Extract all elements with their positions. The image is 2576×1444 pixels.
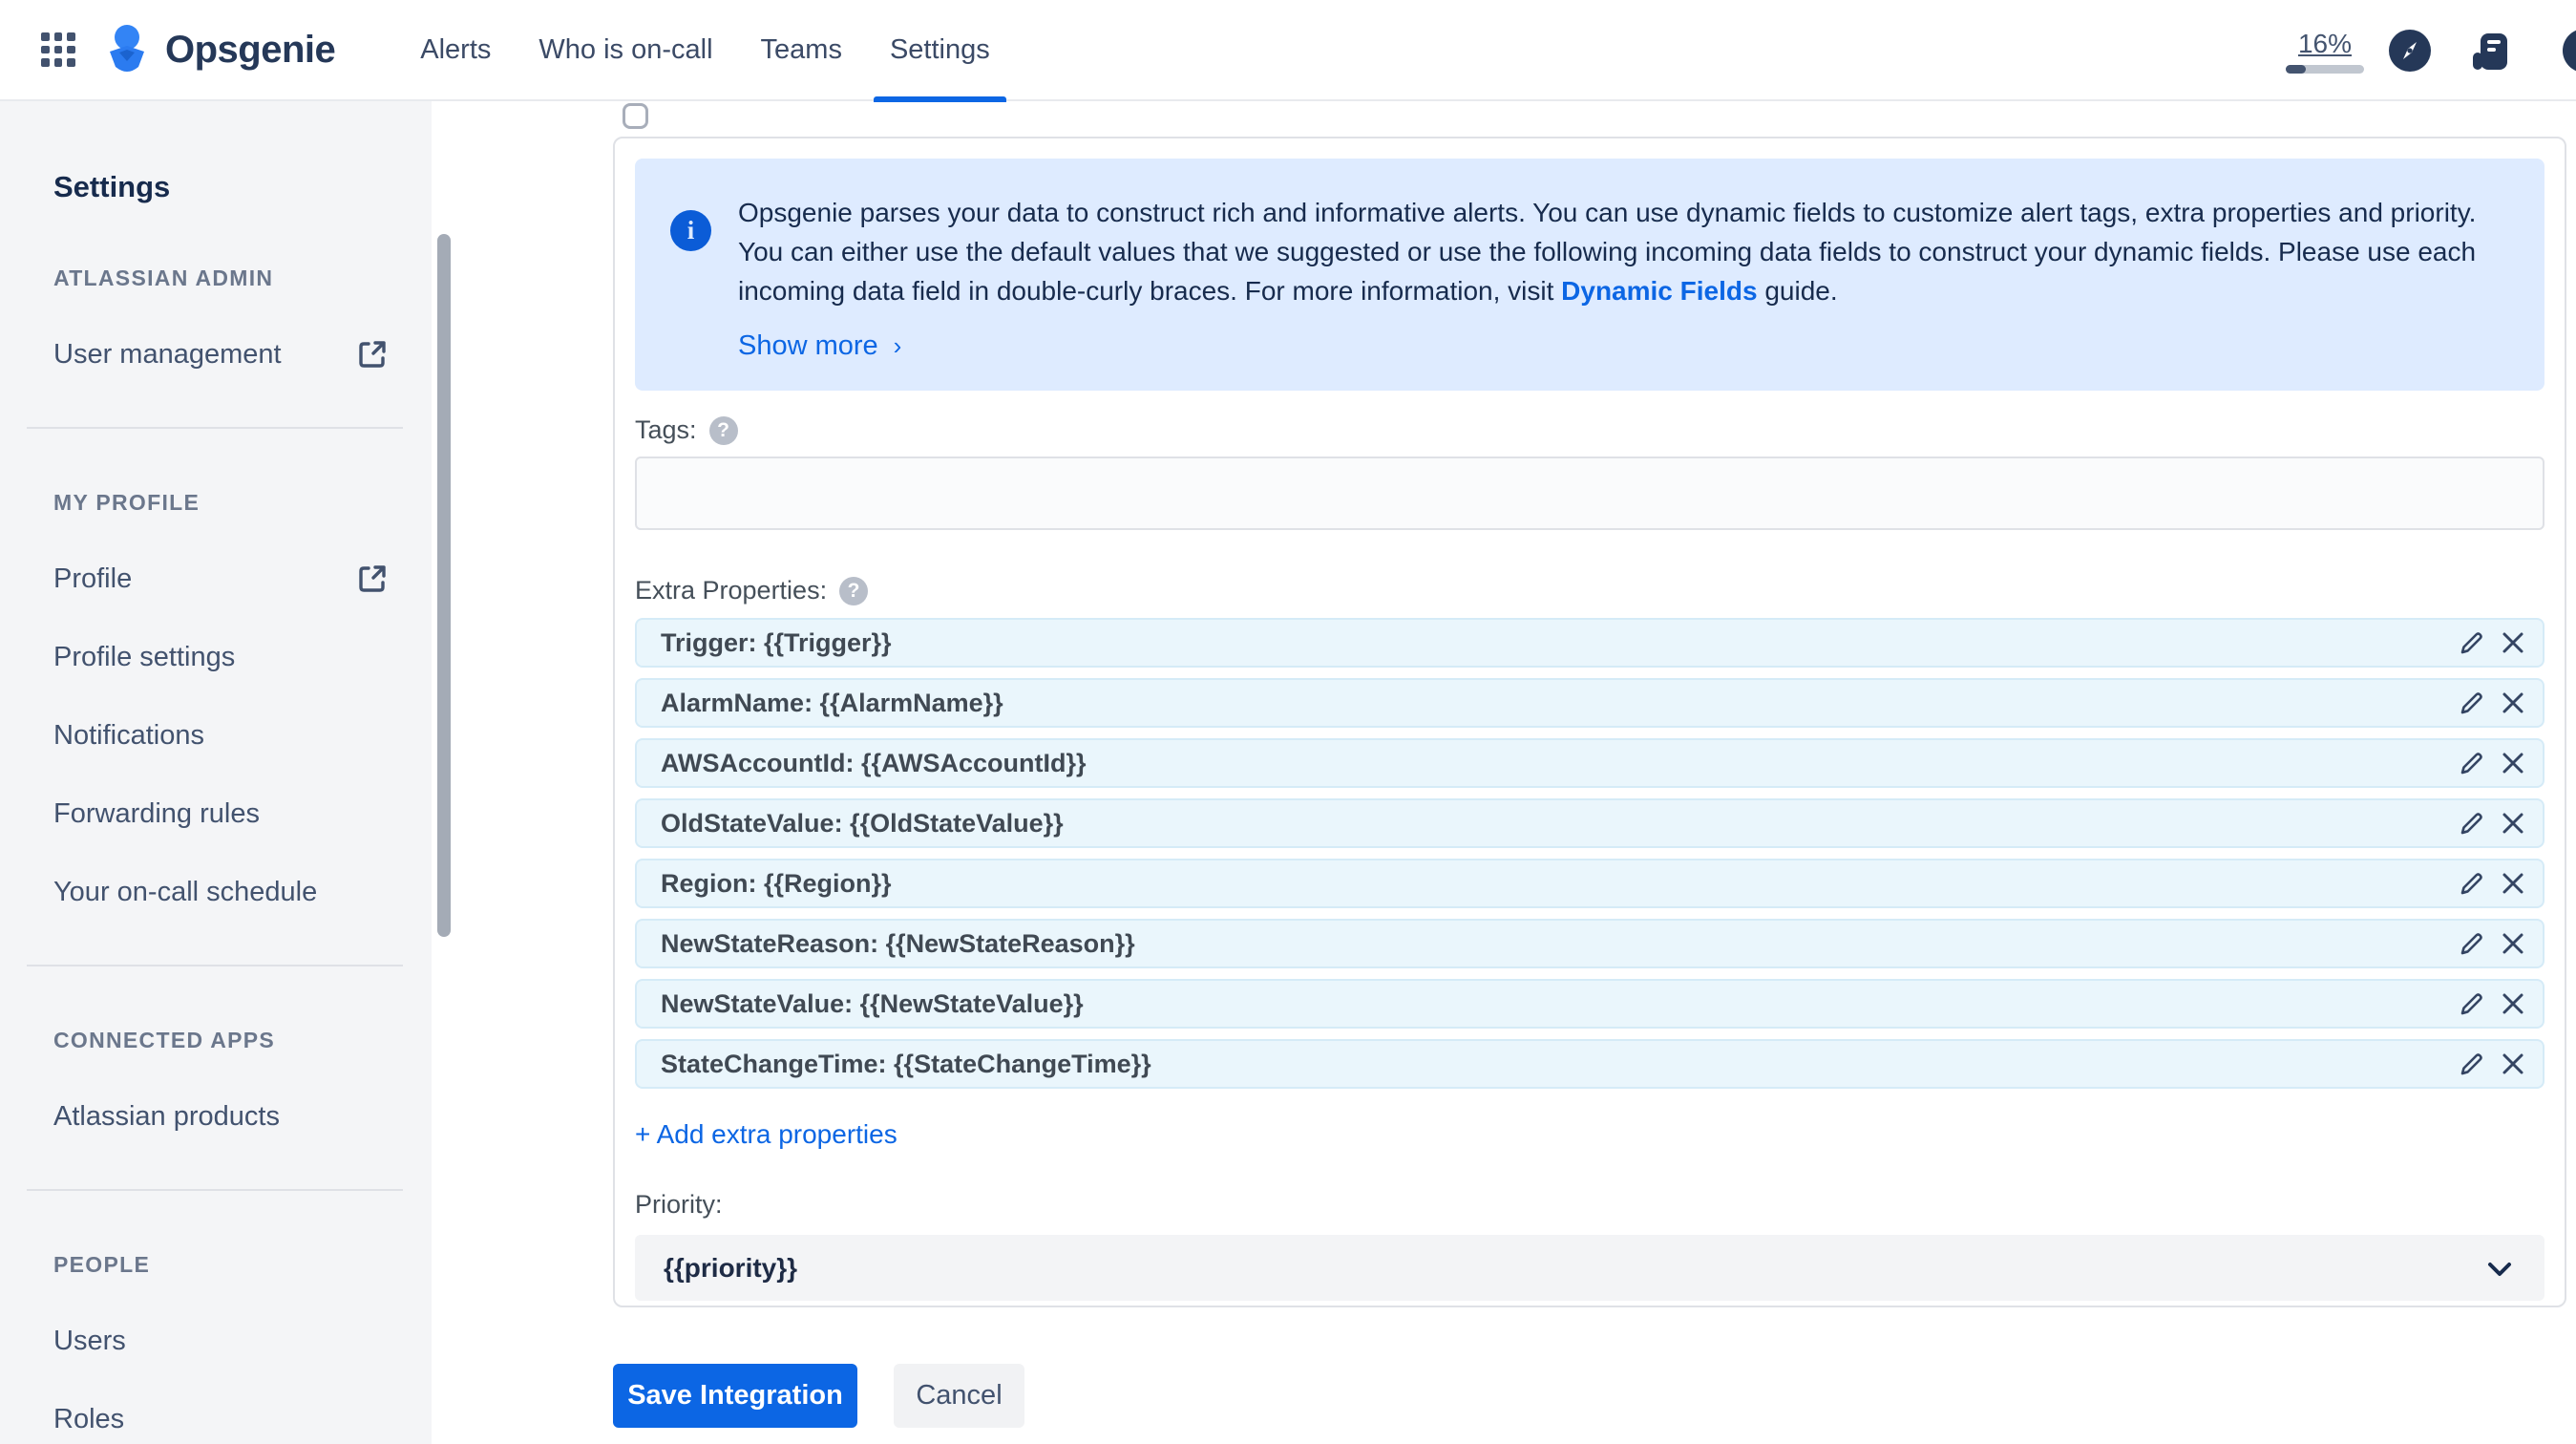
product-name: Opsgenie: [165, 28, 336, 71]
dynamic-fields-link[interactable]: Dynamic Fields: [1561, 276, 1758, 306]
integration-form-card: i Opsgenie parses your data to construct…: [613, 137, 2566, 1307]
extra-property-row: StateChangeTime: {{StateChangeTime}}: [635, 1039, 2544, 1089]
top-navigation-bar: Opsgenie Alerts Who is on-call Teams Set…: [0, 0, 2576, 102]
sidebar-divider: [27, 1189, 403, 1191]
delete-x-icon[interactable]: [2501, 991, 2525, 1016]
sidebar-item-users[interactable]: Users: [53, 1326, 126, 1356]
extra-property-row: OldStateValue: {{OldStateValue}}: [635, 798, 2544, 848]
priority-label: Priority:: [635, 1190, 723, 1219]
app-switcher-icon[interactable]: [41, 32, 75, 67]
external-link-icon: [359, 565, 386, 592]
sidebar-section-connected-apps: CONNECTED APPS: [53, 1028, 276, 1052]
sidebar-divider: [27, 427, 403, 429]
opsgenie-logo[interactable]: Opsgenie: [102, 23, 336, 76]
tab-teams[interactable]: Teams: [760, 33, 842, 65]
sidebar-title: Settings: [53, 170, 171, 203]
sidebar-section-people: PEOPLE: [53, 1252, 151, 1277]
info-banner: i Opsgenie parses your data to construct…: [635, 159, 2544, 391]
edit-pencil-icon[interactable]: [2460, 991, 2484, 1016]
tab-alerts[interactable]: Alerts: [420, 33, 492, 65]
extra-property-row: NewStateReason: {{NewStateReason}}: [635, 919, 2544, 968]
sidebar-item-profile-settings[interactable]: Profile settings: [53, 642, 236, 672]
nav-tabs: Alerts Who is on-call Teams Settings: [396, 0, 1014, 102]
opsgenie-logo-icon: [110, 25, 144, 72]
sidebar-item-atlassian-products[interactable]: Atlassian products: [53, 1101, 280, 1132]
sidebar-item-forwarding-rules[interactable]: Forwarding rules: [53, 798, 260, 829]
extra-properties-list: Trigger: {{Trigger}} AlarmName: {{AlarmN…: [635, 618, 2544, 1089]
tab-settings[interactable]: Settings: [866, 0, 1014, 102]
extra-property-row: Trigger: {{Trigger}}: [635, 618, 2544, 668]
edit-pencil-icon[interactable]: [2460, 1051, 2484, 1076]
external-link-icon: [359, 341, 386, 368]
scrolled-checkbox[interactable]: [623, 103, 648, 129]
cancel-button[interactable]: Cancel: [894, 1364, 1024, 1428]
extra-property-row: AWSAccountId: {{AWSAccountId}}: [635, 738, 2544, 788]
sidebar-section-atlassian-admin: ATLASSIAN ADMIN: [53, 265, 274, 290]
extra-properties-label: Extra Properties:: [635, 576, 828, 605]
chevron-right-icon: ›: [893, 331, 902, 360]
tags-input[interactable]: [635, 457, 2544, 530]
info-icon: i: [670, 210, 711, 251]
banner-text: Opsgenie parses your data to construct r…: [738, 198, 2477, 306]
show-more-link[interactable]: Show more ›: [738, 330, 902, 361]
settings-sidebar: Settings ATLASSIAN ADMIN User management…: [0, 101, 456, 1444]
priority-dropdown[interactable]: {{priority}}: [635, 1235, 2544, 1301]
save-integration-button[interactable]: Save Integration: [613, 1364, 857, 1428]
edit-pencil-icon[interactable]: [2460, 931, 2484, 956]
sidebar-divider: [27, 965, 403, 966]
sidebar-item-roles[interactable]: Roles: [53, 1404, 125, 1434]
form-actions: Save Integration Cancel: [613, 1364, 1024, 1428]
edit-pencil-icon[interactable]: [2460, 751, 2484, 775]
active-tab-underline: [873, 96, 1006, 102]
compass-icon[interactable]: [2389, 30, 2431, 72]
usage-meter[interactable]: 16%: [2286, 29, 2364, 74]
sidebar-section-my-profile: MY PROFILE: [53, 490, 201, 515]
delete-x-icon[interactable]: [2501, 690, 2525, 715]
extra-property-row: AlarmName: {{AlarmName}}: [635, 678, 2544, 728]
add-extra-properties-link[interactable]: + Add extra properties: [635, 1119, 897, 1149]
delete-x-icon[interactable]: [2501, 931, 2525, 956]
edit-pencil-icon[interactable]: [2460, 811, 2484, 836]
chevron-down-icon: [2488, 1262, 2511, 1276]
sidebar-item-profile[interactable]: Profile: [53, 563, 388, 594]
extra-properties-help-icon[interactable]: ?: [839, 576, 869, 605]
sidebar-item-your-on-call-schedule[interactable]: Your on-call schedule: [53, 877, 318, 907]
priority-value: {{priority}}: [664, 1252, 798, 1283]
usage-percent: 16%: [2297, 28, 2353, 58]
delete-x-icon[interactable]: [2501, 871, 2525, 896]
release-notes-icon[interactable]: [2471, 32, 2509, 70]
usage-progress-bar: [2286, 64, 2364, 74]
extra-property-row: NewStateValue: {{NewStateValue}}: [635, 979, 2544, 1029]
sidebar-item-notifications[interactable]: Notifications: [53, 720, 204, 751]
delete-x-icon[interactable]: [2501, 1051, 2525, 1076]
delete-x-icon[interactable]: [2501, 630, 2525, 655]
integration-settings-content: i Opsgenie parses your data to construct…: [456, 101, 2576, 1444]
edit-pencil-icon[interactable]: [2460, 690, 2484, 715]
tab-who-is-on-call[interactable]: Who is on-call: [538, 33, 713, 65]
tags-label: Tags:: [635, 415, 697, 444]
nav-right-icons: 16% ?: [2286, 0, 2576, 101]
extra-property-row: Region: {{Region}}: [635, 859, 2544, 908]
sidebar-item-user-management[interactable]: User management: [53, 339, 388, 370]
edit-pencil-icon[interactable]: [2460, 630, 2484, 655]
sidebar-scrollbar-thumb[interactable]: [437, 234, 451, 937]
edit-pencil-icon[interactable]: [2460, 871, 2484, 896]
tags-help-icon[interactable]: ?: [708, 415, 738, 445]
help-icon[interactable]: ?: [2563, 29, 2576, 73]
delete-x-icon[interactable]: [2501, 811, 2525, 836]
delete-x-icon[interactable]: [2501, 751, 2525, 775]
